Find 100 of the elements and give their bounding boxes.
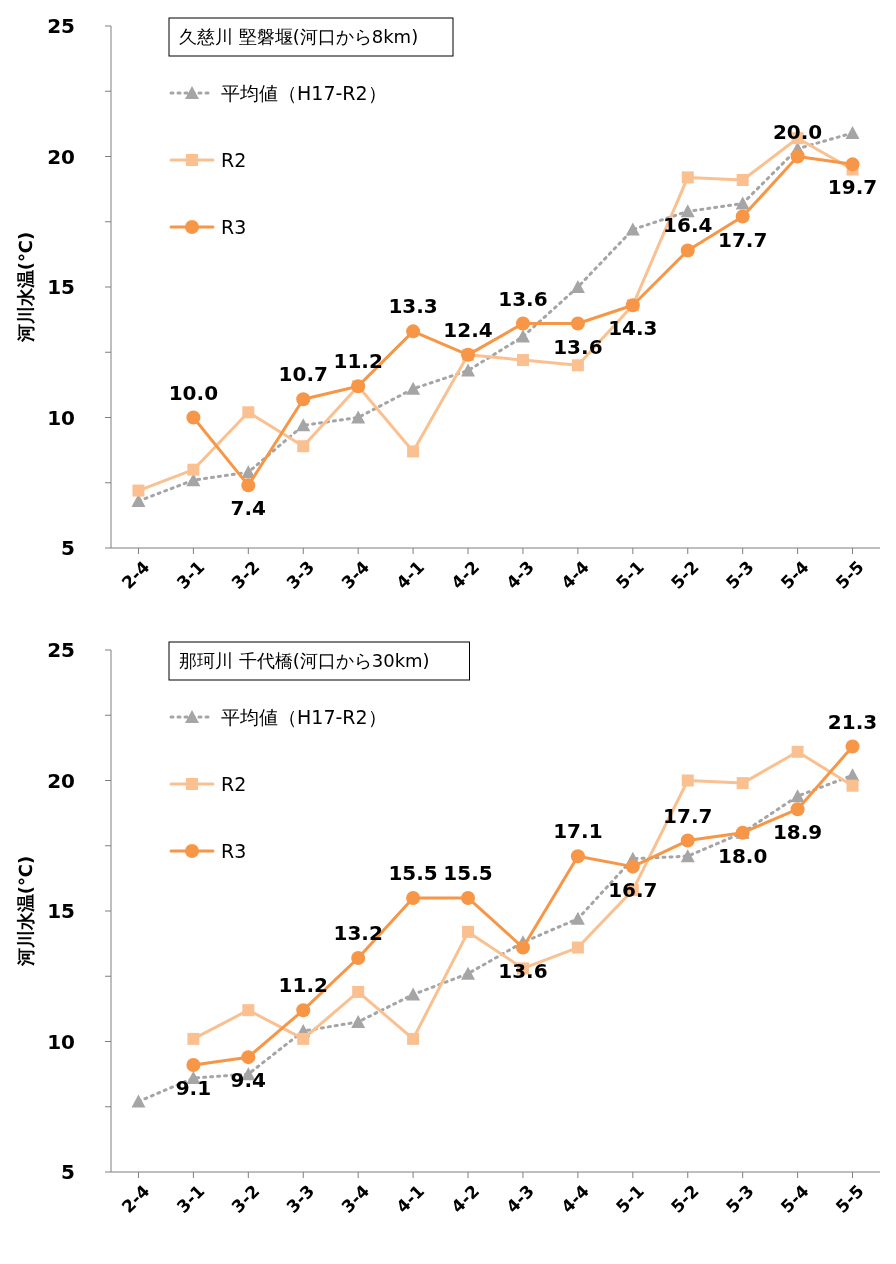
point: [461, 890, 476, 905]
data-label: 13.3: [388, 294, 438, 319]
x-tick-label: 3-2: [227, 1180, 264, 1217]
point: [242, 1004, 255, 1017]
x-tick-label: 5-5: [831, 1180, 868, 1217]
point: [406, 987, 421, 1001]
point: [461, 966, 476, 980]
x-tick-label: 4-4: [557, 556, 594, 593]
data-label: 13.6: [498, 286, 548, 311]
data-label: 17.1: [553, 819, 603, 844]
data-label: 9.1: [175, 1075, 212, 1100]
x-tick-label: 3-4: [337, 1180, 374, 1217]
data-label: 21.3: [827, 709, 878, 734]
point: [351, 950, 366, 965]
data-label: 13.2: [333, 920, 383, 945]
point: [241, 1050, 256, 1065]
point: [846, 779, 859, 792]
x-tick-label: 4-1: [392, 1180, 429, 1217]
x-tick-label: 4-4: [557, 1180, 594, 1217]
point: [296, 392, 311, 407]
x-tick-label: 4-3: [502, 1180, 538, 1217]
point: [241, 478, 256, 493]
x-tick-label: 2-4: [117, 1180, 154, 1217]
point: [242, 406, 255, 419]
point: [296, 1003, 311, 1018]
point: [680, 204, 695, 218]
point: [845, 126, 860, 140]
data-label: 18.9: [772, 820, 823, 845]
legend-label: R3: [221, 215, 247, 238]
point: [515, 940, 530, 955]
legend-label: 平均値（H17-R2）: [221, 81, 387, 104]
point: [297, 440, 310, 453]
point: [735, 196, 750, 210]
x-tick-label: 4-1: [392, 556, 429, 593]
y-tick-label: 10: [47, 405, 75, 430]
point: [461, 363, 476, 377]
legend-label: R3: [221, 839, 247, 862]
x-tick-label: 3-4: [337, 556, 374, 593]
point: [407, 1032, 420, 1045]
data-label: 11.2: [278, 973, 328, 998]
data-label: 11.2: [333, 349, 383, 374]
x-tick-label: 5-4: [776, 556, 813, 593]
data-label: 10.0: [168, 380, 219, 405]
point: [735, 209, 750, 224]
x-tick-label: 5-3: [721, 1180, 758, 1217]
chart-title: 那珂川 千代橋(河口から30km): [179, 650, 430, 672]
data-label: 15.5: [388, 860, 438, 885]
point: [570, 911, 585, 925]
point: [571, 941, 584, 954]
y-tick-label: 20: [47, 144, 75, 169]
y-tick-label: 20: [47, 768, 75, 793]
data-label: 16.4: [663, 213, 713, 238]
point: [570, 316, 585, 331]
point: [681, 774, 694, 787]
data-label: 10.7: [278, 362, 328, 387]
x-tick-label: 2-4: [117, 556, 154, 593]
point: [407, 445, 420, 458]
x-tick-label: 3-1: [172, 1180, 209, 1217]
point: [351, 410, 366, 424]
point: [515, 329, 530, 343]
y-tick-label: 5: [61, 1160, 75, 1184]
x-tick-label: 4-2: [447, 556, 484, 593]
point: [131, 1094, 146, 1108]
point: [516, 354, 529, 367]
point: [736, 173, 749, 186]
x-tick-label: 4-3: [502, 556, 538, 593]
point: [790, 789, 805, 803]
y-tick-label: 25: [47, 638, 75, 662]
x-tick-label: 5-1: [611, 556, 648, 593]
x-tick-label: 5-3: [721, 556, 758, 593]
point: [462, 925, 475, 938]
data-label: 7.4: [230, 496, 267, 521]
point: [736, 777, 749, 790]
point: [131, 494, 146, 508]
point: [625, 222, 640, 236]
point: [791, 745, 804, 758]
point: [845, 157, 860, 172]
data-label: 14.3: [608, 316, 658, 341]
legend-label: 平均値（H17-R2）: [221, 705, 387, 728]
point: [625, 859, 640, 874]
data-label: 17.7: [663, 803, 713, 828]
data-label: 16.7: [608, 877, 658, 902]
point: [680, 833, 695, 848]
point: [351, 1014, 366, 1028]
point: [845, 739, 860, 754]
data-label: 15.5: [443, 860, 493, 885]
y-tick-label: 15: [47, 275, 75, 299]
data-label: 19.7: [827, 175, 878, 200]
y-tick-label: 5: [61, 536, 75, 560]
point: [571, 359, 584, 372]
point: [570, 280, 585, 293]
data-label: 9.4: [230, 1068, 267, 1093]
point: [186, 1057, 201, 1072]
y-tick-label: 25: [47, 14, 75, 38]
x-tick-label: 3-3: [282, 1180, 319, 1217]
point: [515, 316, 530, 331]
x-tick-label: 3-2: [227, 556, 264, 593]
point: [406, 324, 421, 339]
point: [187, 463, 200, 476]
x-tick-label: 5-2: [666, 556, 703, 593]
